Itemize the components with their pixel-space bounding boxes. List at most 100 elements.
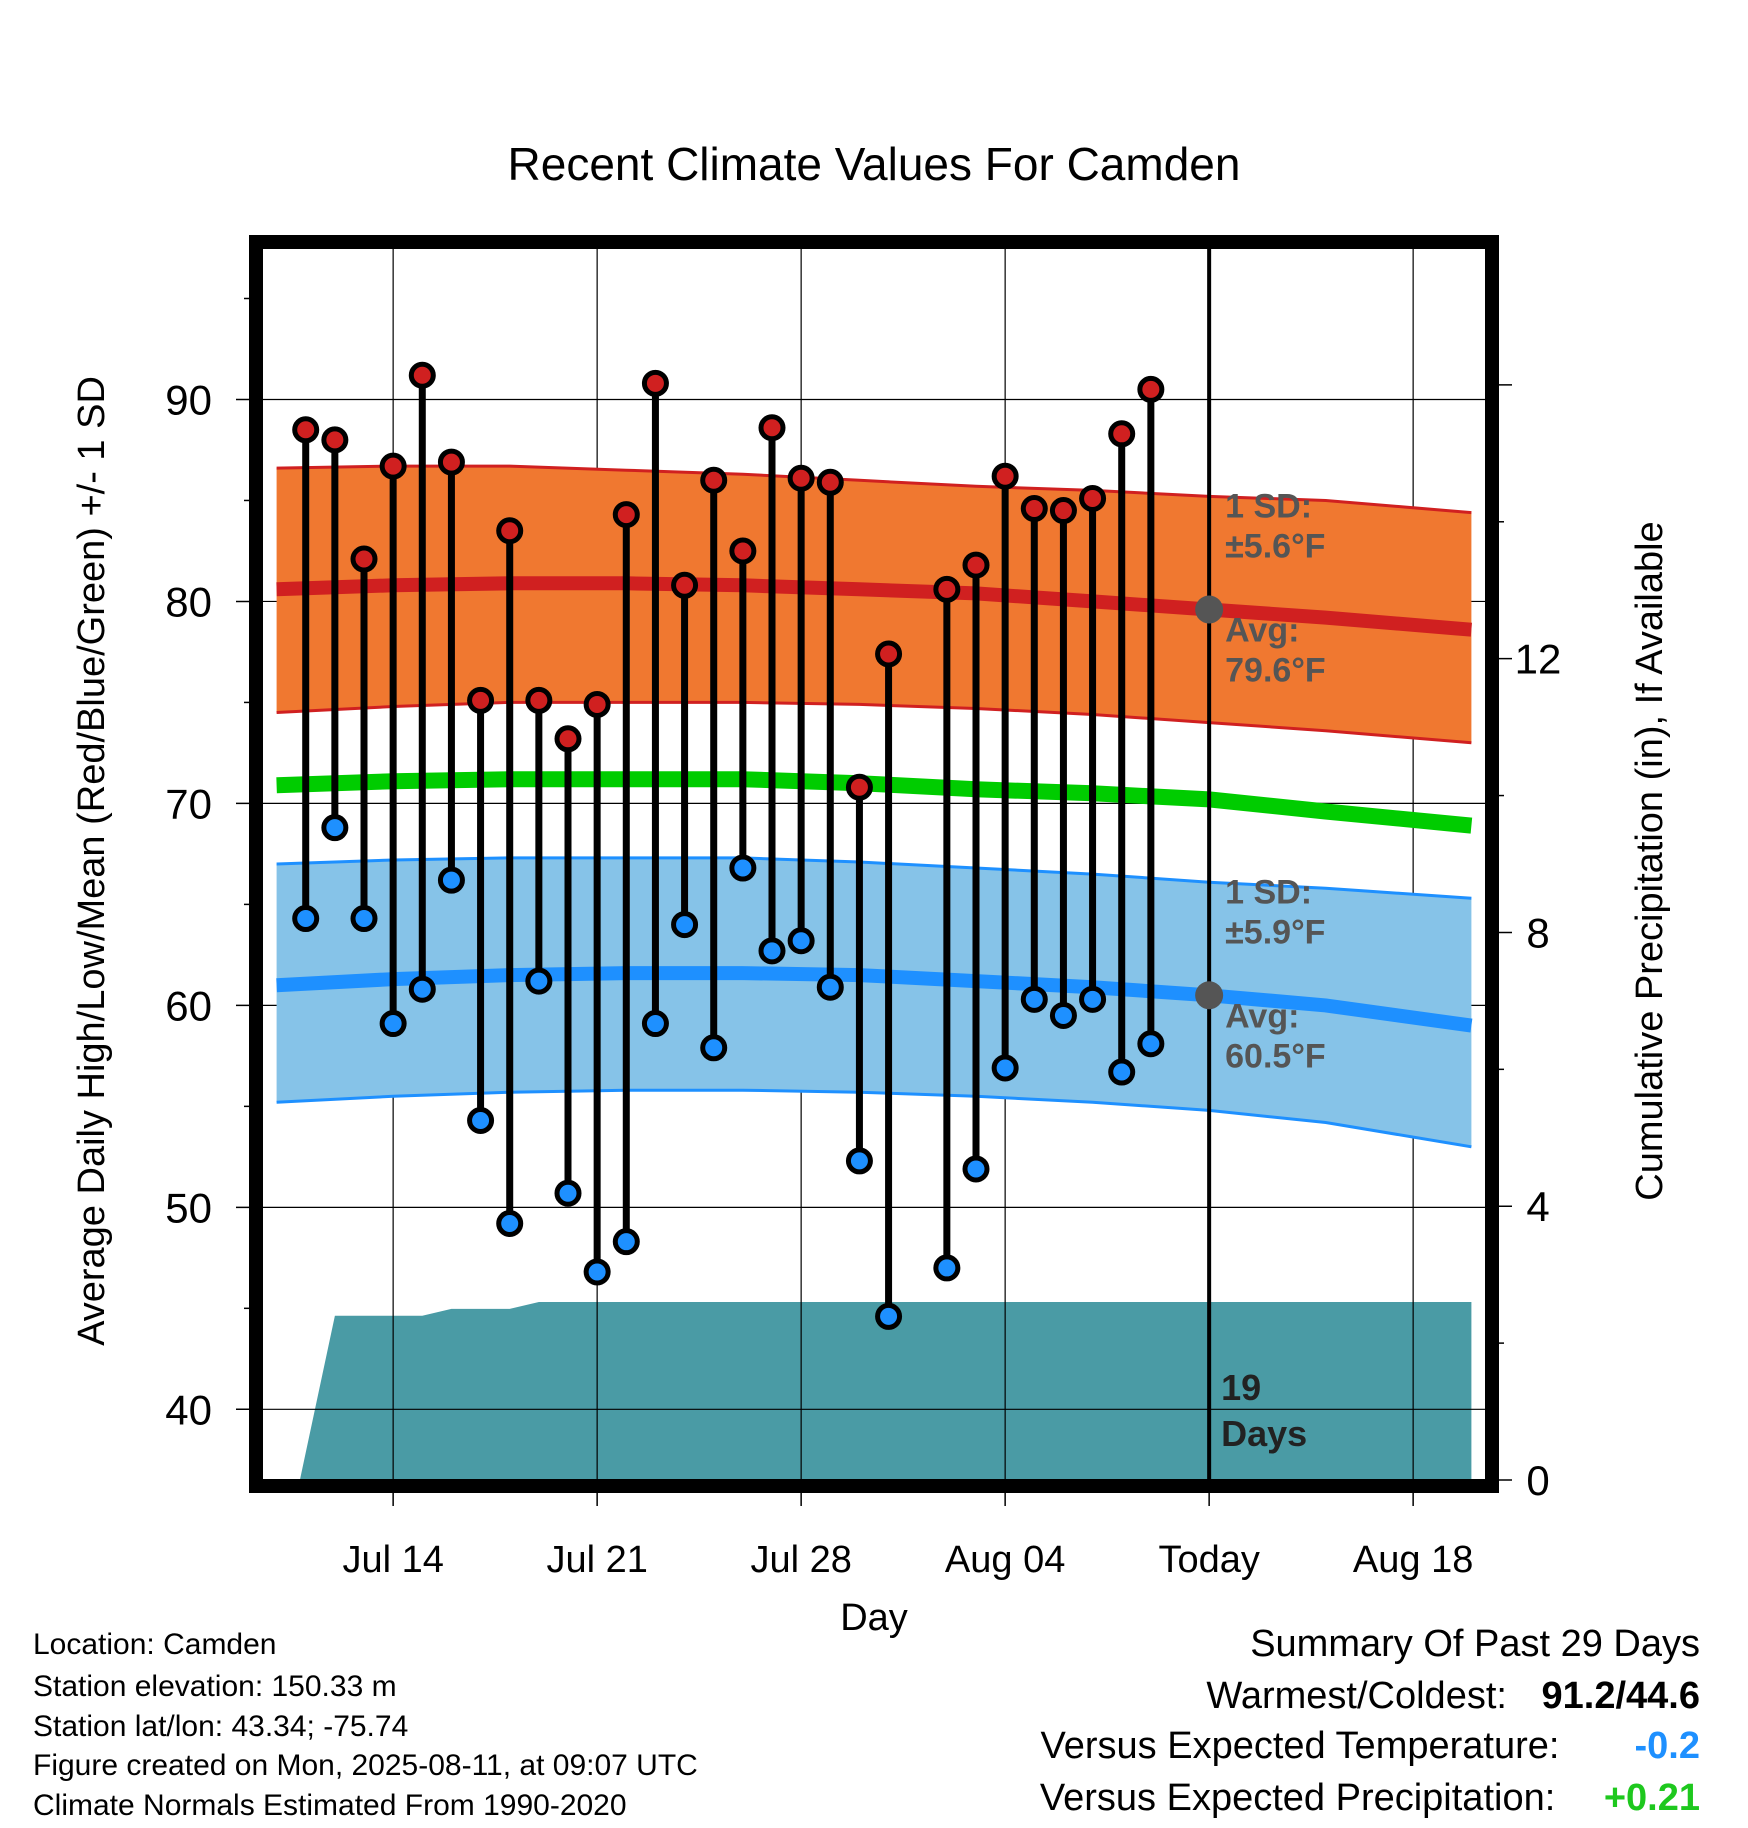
y2-tick-label: 4 bbox=[1526, 1183, 1549, 1230]
obs-high-point bbox=[612, 501, 640, 529]
low-sd-label: 1 SD: bbox=[1225, 873, 1312, 911]
obs-high-point bbox=[350, 545, 378, 573]
obs-low-point bbox=[1049, 1001, 1077, 1029]
obs-low-point bbox=[1079, 985, 1107, 1013]
temp-value: -0.2 bbox=[1634, 1725, 1700, 1767]
obs-high-point bbox=[875, 640, 903, 668]
obs-high-point bbox=[991, 462, 1019, 490]
obs-low-point bbox=[700, 1034, 728, 1062]
summary-warm-cold: Warmest/Coldest: 91.2/44.6 bbox=[1206, 1676, 1700, 1716]
obs-high-point bbox=[641, 369, 669, 397]
obs-low-point bbox=[671, 911, 699, 939]
precip-value: +0.21 bbox=[1603, 1777, 1700, 1819]
obs-high-point bbox=[379, 452, 407, 480]
y-tick-label: 60 bbox=[165, 982, 212, 1029]
x-tick-label: Jul 21 bbox=[546, 1539, 647, 1581]
obs-high-point bbox=[321, 426, 349, 454]
x-axis-label: Day bbox=[840, 1597, 908, 1639]
x-tick-label: Aug 04 bbox=[945, 1539, 1065, 1581]
mean-normal-line bbox=[276, 771, 1473, 834]
x-tick-label: Jul 14 bbox=[342, 1539, 443, 1581]
y-tick-label: 70 bbox=[165, 780, 212, 827]
chart-title: Recent Climate Values For Camden bbox=[508, 138, 1241, 190]
low-avg-label: Avg: bbox=[1225, 997, 1299, 1035]
obs-high-point bbox=[671, 571, 699, 599]
obs-low-point bbox=[1137, 1030, 1165, 1058]
y-tick-label: 40 bbox=[165, 1386, 212, 1433]
y-axis-label: Average Daily High/Low/Mean (Red/Blue/Gr… bbox=[71, 376, 113, 1346]
obs-high-point bbox=[437, 448, 465, 476]
obs-high-point bbox=[1020, 495, 1048, 523]
obs-low-point bbox=[321, 814, 349, 842]
obs-high-point bbox=[292, 416, 320, 444]
obs-high-point bbox=[1169, 0, 1191, 11]
high-normal-mean-line bbox=[276, 576, 1472, 637]
obs-high-point bbox=[700, 466, 728, 494]
created-text: Figure created on Mon, 2025-08-11, at 09… bbox=[33, 1749, 698, 1782]
low-sd-value: ±5.9°F bbox=[1225, 913, 1325, 951]
normals-text: Climate Normals Estimated From 1990-2020 bbox=[33, 1789, 627, 1822]
obs-high-point bbox=[758, 414, 786, 442]
high-avg-value: 79.6°F bbox=[1225, 652, 1326, 690]
obs-high-point bbox=[583, 690, 611, 718]
obs-high-point bbox=[1049, 497, 1077, 525]
low-avg-value: 60.5°F bbox=[1225, 1037, 1326, 1075]
latlon-text: Station lat/lon: 43.34; -75.74 bbox=[33, 1710, 409, 1743]
y2-tick-label: 0 bbox=[1526, 1457, 1549, 1504]
high-sd-value: ±5.6°F bbox=[1225, 528, 1325, 566]
obs-low-point bbox=[350, 905, 378, 933]
obs-low-point bbox=[583, 1258, 611, 1286]
obs-low-point bbox=[467, 1106, 495, 1134]
obs-low-point bbox=[962, 1155, 990, 1183]
elevation-text: Station elevation: 150.33 m bbox=[33, 1670, 397, 1703]
precip-area bbox=[299, 1302, 1472, 1480]
obs-high-point bbox=[962, 551, 990, 579]
obs-low-point bbox=[437, 866, 465, 894]
temp-label: Versus Expected Temperature: bbox=[1040, 1725, 1560, 1767]
obs-low-point bbox=[787, 927, 815, 955]
obs-low-point bbox=[875, 1302, 903, 1330]
obs-high-point bbox=[408, 361, 436, 389]
high-normal-band bbox=[276, 466, 1472, 743]
obs-high-point bbox=[1108, 420, 1136, 448]
obs-low-point bbox=[408, 975, 436, 1003]
x-tick-label: Jul 28 bbox=[750, 1539, 851, 1581]
high-normal-band-upper-edge bbox=[276, 464, 1472, 515]
obs-low-point bbox=[845, 1147, 873, 1175]
obs-low-point bbox=[758, 937, 786, 965]
summary-precip: Versus Expected Precipitation: +0.21 bbox=[1040, 1778, 1700, 1818]
summary-title: Summary Of Past 29 Days bbox=[1250, 1623, 1700, 1665]
obs-high-point bbox=[933, 575, 961, 603]
y-tick-label: 50 bbox=[165, 1184, 212, 1231]
summary-temp: Versus Expected Temperature: -0.2 bbox=[1041, 1726, 1700, 1766]
plot-frame bbox=[249, 235, 1499, 1493]
obs-high-point bbox=[845, 773, 873, 801]
obs-low-point bbox=[554, 1179, 582, 1207]
obs-high-point bbox=[816, 468, 844, 496]
days-count: 19 bbox=[1221, 1367, 1261, 1408]
y-tick-label: 80 bbox=[165, 578, 212, 625]
low-normal-band bbox=[276, 857, 1472, 1147]
y2-tick-label: 8 bbox=[1526, 909, 1549, 956]
obs-low-point bbox=[612, 1228, 640, 1256]
obs-low-point bbox=[641, 1010, 669, 1038]
obs-low-point bbox=[816, 973, 844, 1001]
today-high-marker bbox=[1195, 595, 1224, 624]
days-word: Days bbox=[1221, 1413, 1307, 1454]
obs-high-point bbox=[1137, 375, 1165, 403]
x-tick-label: Today bbox=[1158, 1539, 1259, 1581]
high-sd-label: 1 SD: bbox=[1225, 488, 1312, 526]
obs-low-point bbox=[379, 1010, 407, 1038]
obs-high-point bbox=[525, 686, 553, 714]
warm-cold-label: Warmest/Coldest: bbox=[1206, 1675, 1507, 1717]
y2-tick-label: 12 bbox=[1515, 636, 1562, 683]
obs-low-point bbox=[729, 854, 757, 882]
obs-low-point bbox=[1020, 985, 1048, 1013]
obs-low-point bbox=[933, 1254, 961, 1282]
precip-label: Versus Expected Precipitation: bbox=[1039, 1777, 1556, 1819]
y-tick-label: 90 bbox=[165, 376, 212, 423]
obs-low-point bbox=[496, 1210, 524, 1238]
location-text-top: Location: Camden bbox=[33, 1628, 277, 1661]
obs-low-point bbox=[292, 905, 320, 933]
